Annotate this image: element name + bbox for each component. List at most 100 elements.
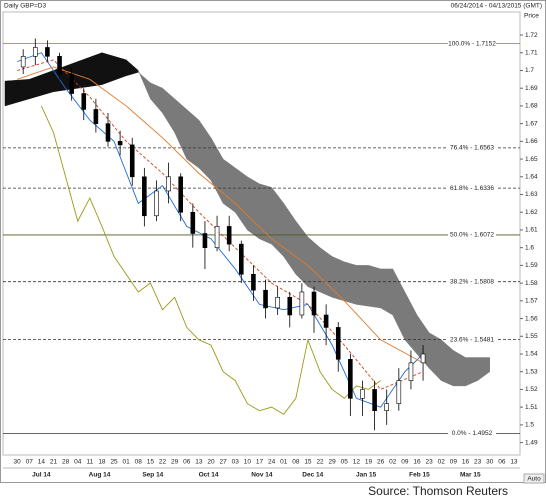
fib-label: 38.2% - 1.5808	[450, 278, 494, 285]
month-label: Sep 14	[142, 472, 163, 479]
y-tick-label: 1.71	[525, 49, 538, 56]
x-tick-label: 07	[26, 459, 34, 466]
fib-label: 23.6% - 1.5481	[450, 336, 494, 343]
x-tick-label: 24	[268, 459, 276, 466]
x-tick-label: 12	[353, 459, 361, 466]
x-tick-label: 17	[256, 459, 264, 466]
x-tick-label: 01	[280, 459, 288, 466]
x-tick-label: 02	[438, 459, 446, 466]
y-tick-label: 1.58	[525, 280, 538, 287]
candle-body	[311, 291, 317, 316]
month-label: Dec 14	[302, 472, 323, 479]
candle-body	[226, 226, 232, 245]
candle-body	[420, 353, 426, 364]
x-tick-label: 13	[195, 459, 203, 466]
x-tick-label: 04	[74, 459, 82, 466]
y-tick-label: 1.67	[525, 120, 538, 127]
x-tick-label: 30	[14, 459, 22, 466]
y-tick-label: 1.6	[525, 244, 534, 251]
y-axis-label: Price	[524, 13, 539, 20]
candle-body	[384, 403, 390, 411]
y-tick-label: 1.68	[525, 103, 538, 110]
candle-body	[190, 211, 196, 234]
x-tick-label: 02	[389, 459, 397, 466]
fib-label-bg	[448, 429, 496, 438]
x-tick-label: 08	[292, 459, 300, 466]
candle-body	[360, 389, 365, 399]
candle-body	[129, 144, 135, 178]
candle-body	[408, 362, 414, 381]
x-tick-label: 06	[183, 459, 191, 466]
month-label: Feb 15	[409, 472, 430, 479]
fib-label: 0.0% - 1.4952	[452, 430, 493, 437]
y-tick-label: 1.7	[525, 67, 534, 74]
y-tick-label: 1.56	[525, 315, 538, 322]
source: Source: Thomson Reuters	[368, 484, 508, 498]
plot-content: 100.0% - 1.7152 76.4% - 1.6563 61.8% - 1.6…	[3, 38, 520, 438]
candle-body	[287, 296, 293, 316]
x-tick-label: 22	[159, 459, 167, 466]
y-tick-label: 1.65	[525, 156, 538, 163]
candle-body	[93, 109, 99, 124]
indicator-line	[40, 105, 381, 415]
candle-body	[275, 296, 280, 309]
candle-body	[348, 359, 353, 399]
fib-label-bg	[448, 230, 496, 239]
candle-body	[335, 327, 341, 360]
candle-body	[32, 47, 38, 57]
x-tick-label: 09	[401, 459, 409, 466]
month-label: Aug 14	[89, 472, 111, 479]
cloud-segment	[344, 261, 357, 305]
x-tick-label: 16	[413, 459, 421, 466]
cloud-segment	[186, 108, 200, 169]
x-tick-label: 22	[316, 459, 324, 466]
x-tick-label: 29	[171, 459, 179, 466]
x-tick-label: 26	[377, 459, 385, 466]
cloud-segment	[222, 158, 236, 213]
x-tick-label: 23	[474, 459, 482, 466]
month-label: Oct 14	[199, 472, 219, 479]
candle-body	[396, 380, 402, 404]
x-tick-label: 30	[486, 459, 494, 466]
month-label: Mar 15	[460, 472, 481, 479]
x-tick-label: 14	[38, 459, 46, 466]
candle-body	[263, 289, 268, 309]
x-tick-label: 23	[426, 459, 434, 466]
auto-button-label[interactable]: Auto	[527, 476, 541, 483]
y-tick-label: 1.5	[525, 422, 534, 429]
fib-label-bg	[448, 39, 496, 48]
candle-body	[20, 55, 26, 68]
x-tick-label: 15	[147, 459, 155, 466]
x-tick-label: 28	[62, 459, 70, 466]
x-tick-label: 05	[341, 459, 349, 466]
month-label: Jul 14	[32, 472, 51, 479]
x-tick-label: 03	[232, 459, 240, 466]
candle-body	[57, 55, 62, 75]
cloud-segment	[331, 256, 345, 302]
x-tick-label: 29	[329, 459, 337, 466]
x-tick-label: 18	[98, 459, 106, 466]
candle-body	[105, 123, 111, 142]
fib-label: 61.8% - 1.6336	[450, 185, 494, 192]
cloud-segment	[477, 357, 490, 382]
auto-button[interactable]	[523, 473, 545, 484]
candle-body	[154, 190, 159, 217]
candle-body	[69, 73, 74, 94]
y-tick-label: 1.63	[525, 191, 538, 198]
y-tick-label: 1.61	[525, 227, 538, 234]
candle-body	[202, 233, 208, 248]
y-tick-label: 1.52	[525, 386, 538, 393]
candle-body	[166, 176, 171, 192]
y-tick-label: 1.49	[525, 439, 538, 446]
y-tick-label: 1.53	[525, 368, 538, 375]
candle-body	[372, 389, 377, 412]
x-tick-label: 09	[450, 459, 458, 466]
cloud-segment	[356, 265, 369, 307]
candle-body	[142, 176, 147, 217]
x-tick-label: 21	[50, 459, 58, 466]
cloud-segment	[380, 268, 394, 316]
fib-label-bg	[448, 335, 496, 344]
x-tick-label: 06	[498, 459, 506, 466]
x-tick-label: 01	[123, 459, 131, 466]
